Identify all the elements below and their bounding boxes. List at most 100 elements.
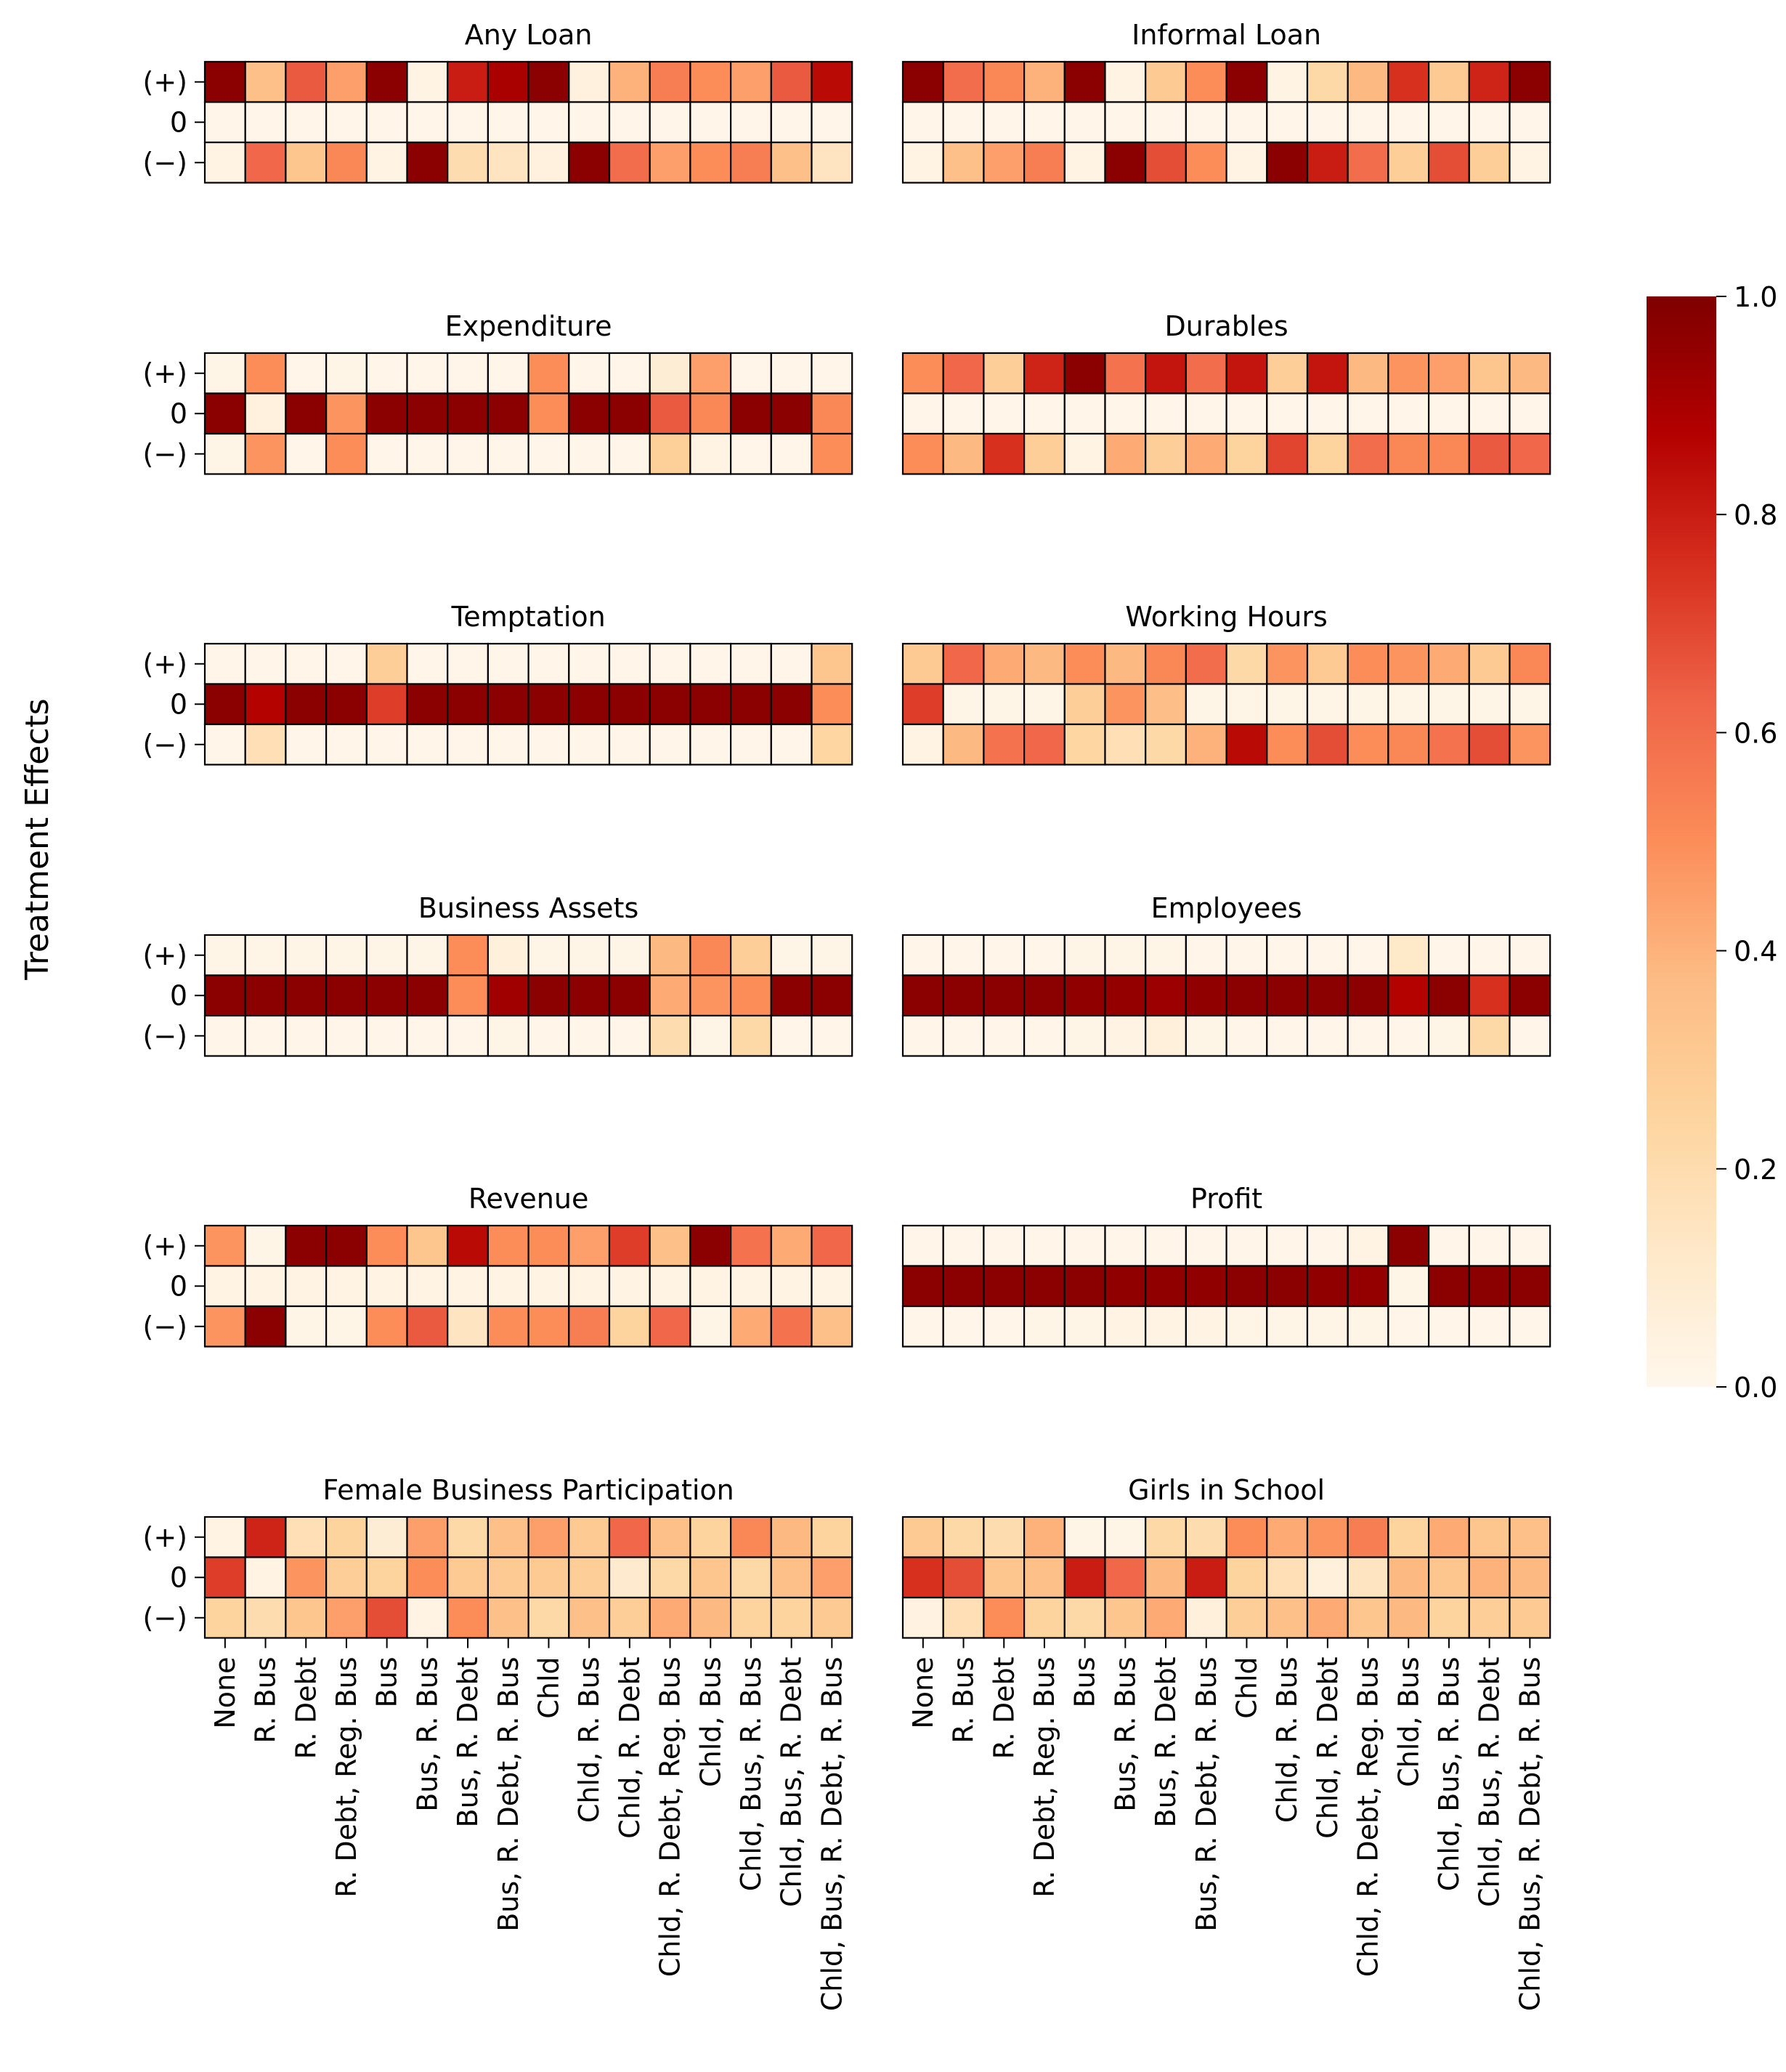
heatmap-cell bbox=[689, 1515, 732, 1558]
heatmap-cell bbox=[203, 1265, 246, 1308]
heatmap-cell bbox=[1145, 642, 1187, 685]
heatmap-cell bbox=[729, 1556, 772, 1599]
heatmap-cell bbox=[325, 1224, 368, 1267]
heatmap-cell bbox=[1063, 1515, 1106, 1558]
heatmap-cell bbox=[1266, 1515, 1309, 1558]
heatmap-cell bbox=[527, 101, 570, 144]
heatmap-cell bbox=[1509, 141, 1551, 184]
heatmap-cell bbox=[608, 392, 651, 435]
heatmap-cell bbox=[1063, 101, 1106, 144]
heatmap-cell bbox=[983, 432, 1026, 475]
heatmap-cell bbox=[1104, 432, 1147, 475]
heatmap-cell bbox=[1509, 1596, 1551, 1639]
heatmap-cell bbox=[568, 1265, 611, 1308]
heatmap-cell bbox=[770, 101, 813, 144]
heatmap-cell bbox=[1023, 974, 1065, 1017]
colorbar-tick-label: 0.8 bbox=[1734, 499, 1777, 531]
heatmap-cell bbox=[649, 934, 691, 976]
heatmap-cell bbox=[365, 352, 408, 394]
heatmap-cell bbox=[487, 432, 529, 475]
heatmap-cell bbox=[901, 1515, 944, 1558]
heatmap-cell bbox=[406, 1556, 449, 1599]
heatmap-cell bbox=[1306, 141, 1349, 184]
heatmap-cell bbox=[1387, 432, 1430, 475]
heatmap-cell bbox=[983, 974, 1026, 1017]
heatmap-cell bbox=[942, 1596, 985, 1639]
heatmap-cell bbox=[729, 60, 772, 103]
heatmap-cell bbox=[770, 934, 813, 976]
heatmap-cell bbox=[447, 141, 490, 184]
heatmap-cell bbox=[1145, 1556, 1187, 1599]
heatmap-cell bbox=[649, 1224, 691, 1267]
x-tick-label: None bbox=[907, 1657, 939, 1729]
heatmap-cell bbox=[1063, 432, 1106, 475]
heatmap-cell bbox=[942, 642, 985, 685]
heatmap-cell bbox=[901, 934, 944, 976]
heatmap-cell bbox=[1387, 683, 1430, 726]
heatmap-cell bbox=[447, 392, 490, 435]
heatmap-cell bbox=[527, 1556, 570, 1599]
y-tick-label: 0 bbox=[170, 1561, 187, 1593]
heatmap-cell bbox=[1468, 60, 1511, 103]
heatmap-cell bbox=[568, 1224, 611, 1267]
heatmap-cell bbox=[244, 683, 287, 726]
y-tick-label: (+) bbox=[143, 66, 188, 98]
heatmap-cell bbox=[1468, 392, 1511, 435]
heatmap-cell bbox=[1347, 1596, 1389, 1639]
heatmap-cell bbox=[942, 1556, 985, 1599]
heatmap-cell bbox=[649, 1515, 691, 1558]
heatmap-cell bbox=[770, 683, 813, 726]
heatmap-cell bbox=[1509, 392, 1551, 435]
heatmap-cell bbox=[285, 1515, 328, 1558]
heatmap-cell bbox=[527, 392, 570, 435]
x-tick-label: Chld, R. Debt, Reg. Bus bbox=[654, 1657, 686, 1978]
heatmap-cell bbox=[608, 642, 651, 685]
heatmap-cell bbox=[1023, 1014, 1065, 1057]
x-tick-label: Chld, R. Debt bbox=[1312, 1657, 1344, 1839]
heatmap-cell bbox=[1387, 1305, 1430, 1348]
heatmap-cell bbox=[1104, 1305, 1147, 1348]
heatmap-cell bbox=[1104, 1556, 1147, 1599]
heatmap-cell bbox=[1509, 1305, 1551, 1348]
heatmap-cell bbox=[1347, 352, 1389, 394]
y-tick-label: (−) bbox=[143, 1020, 188, 1052]
y-tick-label: (−) bbox=[143, 1602, 188, 1634]
heatmap-cell bbox=[1427, 1305, 1470, 1348]
heatmap-cell bbox=[1509, 642, 1551, 685]
heatmap-cell bbox=[285, 60, 328, 103]
heatmap-cell bbox=[406, 1224, 449, 1267]
heatmap-cell bbox=[1225, 934, 1268, 976]
colorbar: 0.0 0.2 0.4 0.6 0.8 1.0 bbox=[1647, 281, 1777, 1404]
heatmap-cell bbox=[1509, 683, 1551, 726]
heatmap-cell bbox=[447, 1515, 490, 1558]
heatmap-cell bbox=[1104, 1515, 1147, 1558]
x-tick-label: None bbox=[209, 1657, 241, 1729]
heatmap-cell bbox=[983, 1224, 1026, 1267]
heatmap-cell bbox=[325, 60, 368, 103]
heatmap-cell bbox=[1387, 392, 1430, 435]
heatmap-cell bbox=[487, 101, 529, 144]
heatmap-cell bbox=[811, 101, 853, 144]
panel-title: Female Business Participation bbox=[322, 1474, 734, 1506]
heatmap-cell bbox=[942, 1265, 985, 1308]
heatmap-cell bbox=[1468, 1556, 1511, 1599]
heatmap-cell bbox=[1306, 432, 1349, 475]
heatmap-cell bbox=[1104, 1224, 1147, 1267]
heatmap-cell bbox=[1468, 1224, 1511, 1267]
x-tick-label: Chld, R. Bus bbox=[573, 1657, 605, 1824]
heatmap-cell bbox=[1509, 1515, 1551, 1558]
panel-title: Revenue bbox=[468, 1183, 589, 1215]
heatmap-cell bbox=[1427, 392, 1470, 435]
y-tick-label: 0 bbox=[170, 106, 187, 138]
heatmap-cell bbox=[285, 1556, 328, 1599]
heatmap-cell bbox=[1145, 723, 1187, 766]
heatmap-cell bbox=[942, 1515, 985, 1558]
x-tick-label: R. Debt bbox=[988, 1657, 1020, 1760]
heatmap-cell bbox=[1387, 934, 1430, 976]
x-tick-label: Chld, Bus bbox=[1392, 1657, 1424, 1787]
heatmap-cell bbox=[568, 352, 611, 394]
heatmap-cell bbox=[487, 1515, 529, 1558]
heatmap-cell bbox=[983, 392, 1026, 435]
heatmap-cell bbox=[1063, 392, 1106, 435]
heatmap-cell bbox=[901, 392, 944, 435]
